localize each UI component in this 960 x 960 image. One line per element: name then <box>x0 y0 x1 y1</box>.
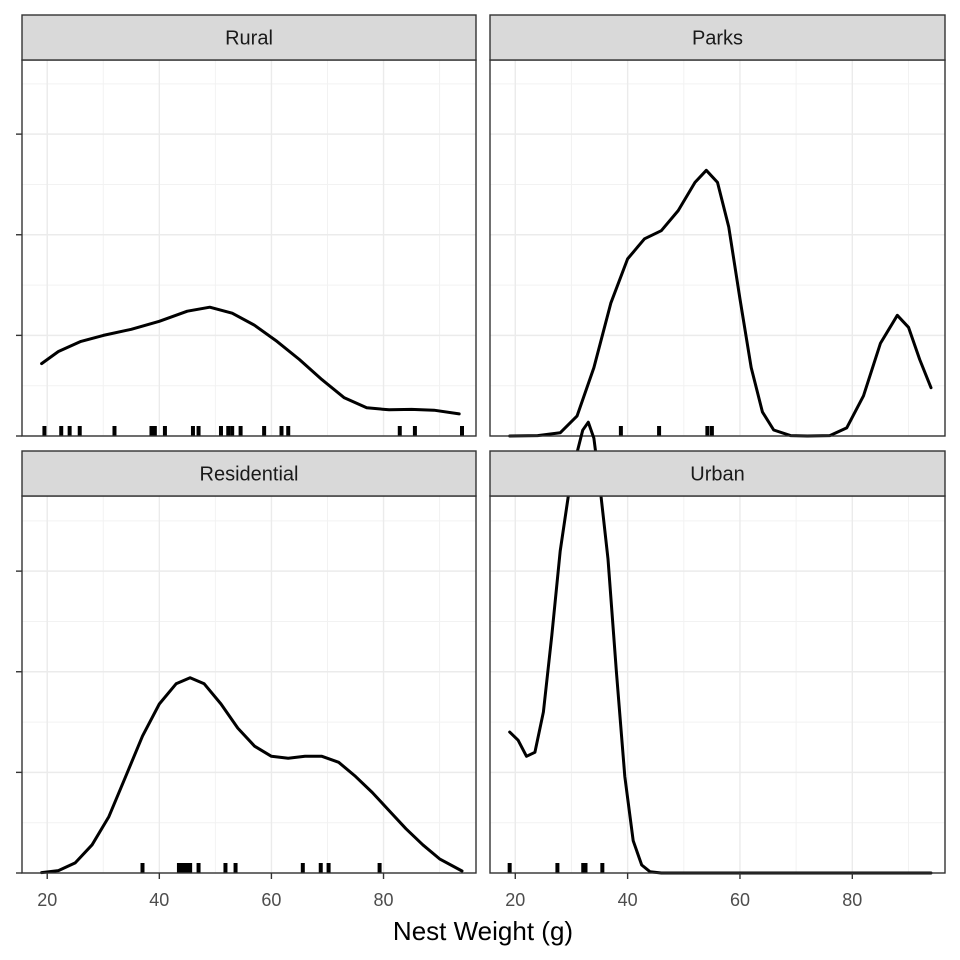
density-curve-residential <box>40 676 464 875</box>
x-tick-label: 60 <box>730 890 750 910</box>
panel-urban: Urban 20 40 60 80 <box>489 420 946 910</box>
panel-background <box>22 496 476 873</box>
density-curve-rural <box>40 305 461 416</box>
x-tick-label: 60 <box>261 890 281 910</box>
strip-label-rural: Rural <box>225 28 273 50</box>
panel-background <box>490 60 945 436</box>
panel-background <box>490 496 945 873</box>
strip-label-parks: Parks <box>692 28 743 50</box>
x-axis-title: Nest Weight (g) <box>393 916 573 946</box>
density-curve-urban <box>508 420 933 875</box>
x-tick-label: 80 <box>374 890 394 910</box>
strip-parks <box>489 14 946 61</box>
strip-label-urban: Urban <box>690 464 744 486</box>
x-tick-label: 20 <box>505 890 525 910</box>
strip-label-residential: Residential <box>200 464 299 486</box>
panel-background <box>22 60 476 436</box>
panel-residential: Residential 20 40 60 80 <box>16 450 477 910</box>
x-tick-label: 20 <box>37 890 57 910</box>
x-tick-label: 40 <box>149 890 169 910</box>
strip-residential <box>21 450 477 497</box>
panel-parks: Parks <box>489 14 946 438</box>
x-tick-label: 40 <box>618 890 638 910</box>
strip-urban <box>489 450 946 497</box>
panel-rural: Rural <box>16 14 477 437</box>
panels-layer: Rural Parks Residential 20 40 60 80 Urban 20 40 60… <box>16 14 946 910</box>
density-curve-parks <box>508 168 933 438</box>
strip-rural <box>21 14 477 61</box>
x-tick-label: 80 <box>842 890 862 910</box>
